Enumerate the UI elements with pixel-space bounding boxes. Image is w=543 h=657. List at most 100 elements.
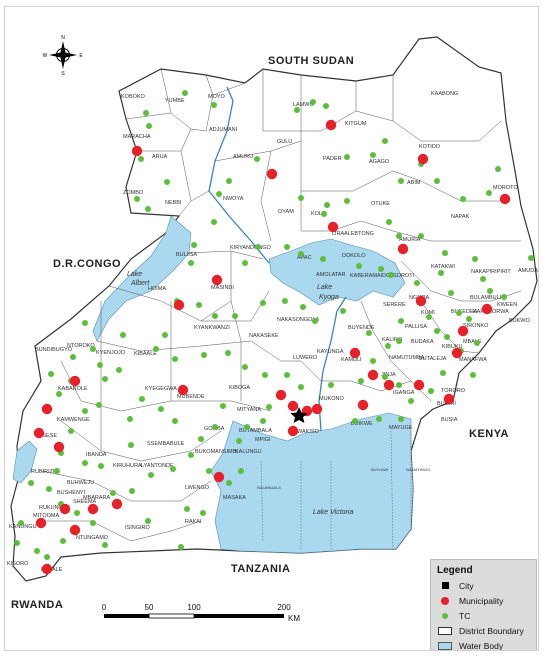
- tc-point[interactable]: [216, 191, 222, 197]
- tc-point[interactable]: [386, 219, 392, 225]
- municipality-point[interactable]: [69, 375, 81, 387]
- tc-point[interactable]: [18, 520, 24, 526]
- tc-point[interactable]: [220, 403, 226, 409]
- tc-point[interactable]: [116, 367, 122, 373]
- tc-point[interactable]: [487, 288, 493, 294]
- municipality-point[interactable]: [87, 503, 99, 515]
- tc-point[interactable]: [188, 452, 194, 458]
- tc-point[interactable]: [145, 518, 151, 524]
- tc-point[interactable]: [254, 156, 260, 162]
- tc-point[interactable]: [486, 190, 492, 196]
- tc-point[interactable]: [172, 356, 178, 362]
- tc-point[interactable]: [201, 352, 207, 358]
- municipality-point[interactable]: [173, 299, 185, 311]
- municipality-point[interactable]: [499, 193, 511, 205]
- tc-point[interactable]: [398, 178, 404, 184]
- tc-point[interactable]: [188, 260, 194, 266]
- tc-point[interactable]: [472, 256, 478, 262]
- tc-point[interactable]: [352, 418, 358, 424]
- tc-point[interactable]: [282, 298, 288, 304]
- tc-point[interactable]: [145, 206, 151, 212]
- tc-point[interactable]: [244, 424, 250, 430]
- tc-point[interactable]: [238, 468, 244, 474]
- tc-point[interactable]: [74, 510, 80, 516]
- tc-point[interactable]: [139, 396, 145, 402]
- tc-point[interactable]: [438, 270, 444, 276]
- municipality-point[interactable]: [131, 145, 143, 157]
- tc-point[interactable]: [344, 198, 350, 204]
- tc-point[interactable]: [382, 138, 388, 144]
- tc-point[interactable]: [198, 436, 204, 442]
- tc-point[interactable]: [414, 280, 420, 286]
- tc-point[interactable]: [170, 466, 176, 472]
- tc-point[interactable]: [153, 346, 159, 352]
- municipality-point[interactable]: [287, 400, 299, 412]
- tc-point[interactable]: [14, 540, 20, 546]
- municipality-point[interactable]: [415, 295, 427, 307]
- tc-point[interactable]: [528, 255, 534, 261]
- tc-point[interactable]: [460, 196, 466, 202]
- municipality-point[interactable]: [443, 393, 455, 405]
- tc-point[interactable]: [344, 154, 350, 160]
- tc-point[interactable]: [200, 510, 206, 516]
- tc-point[interactable]: [294, 107, 300, 113]
- municipality-point[interactable]: [35, 517, 47, 529]
- tc-point[interactable]: [398, 416, 404, 422]
- tc-point[interactable]: [211, 102, 217, 108]
- tc-point[interactable]: [376, 416, 382, 422]
- tc-point[interactable]: [448, 290, 454, 296]
- tc-point[interactable]: [474, 340, 480, 346]
- tc-point[interactable]: [102, 542, 108, 548]
- tc-point[interactable]: [312, 318, 318, 324]
- tc-point[interactable]: [298, 384, 304, 390]
- tc-point[interactable]: [82, 320, 88, 326]
- tc-point[interactable]: [340, 308, 346, 314]
- tc-point[interactable]: [242, 260, 248, 266]
- tc-point[interactable]: [396, 382, 402, 388]
- tc-point[interactable]: [255, 244, 261, 250]
- municipality-point[interactable]: [111, 498, 123, 510]
- tc-point[interactable]: [284, 244, 290, 250]
- tc-point[interactable]: [284, 372, 290, 378]
- tc-point[interactable]: [426, 314, 432, 320]
- tc-point[interactable]: [28, 480, 34, 486]
- tc-point[interactable]: [366, 330, 372, 336]
- tc-point[interactable]: [320, 256, 326, 262]
- tc-point[interactable]: [440, 370, 446, 376]
- tc-point[interactable]: [260, 300, 266, 306]
- municipality-point[interactable]: [417, 153, 429, 165]
- tc-point[interactable]: [226, 480, 232, 486]
- municipality-point[interactable]: [451, 347, 463, 359]
- tc-point[interactable]: [110, 490, 116, 496]
- municipality-point[interactable]: [266, 168, 278, 180]
- tc-point[interactable]: [162, 332, 168, 338]
- municipality-point[interactable]: [69, 524, 81, 536]
- tc-point[interactable]: [396, 338, 402, 344]
- tc-point[interactable]: [127, 416, 133, 422]
- tc-point[interactable]: [232, 313, 238, 319]
- tc-point[interactable]: [321, 211, 327, 217]
- tc-point[interactable]: [356, 263, 362, 269]
- tc-point[interactable]: [398, 318, 404, 324]
- tc-point[interactable]: [328, 382, 334, 388]
- tc-point[interactable]: [164, 179, 170, 185]
- tc-point[interactable]: [191, 242, 197, 248]
- municipality-point[interactable]: [325, 119, 337, 131]
- tc-point[interactable]: [495, 166, 501, 172]
- tc-point[interactable]: [82, 460, 88, 466]
- tc-point[interactable]: [184, 506, 190, 512]
- tc-point[interactable]: [128, 442, 134, 448]
- tc-point[interactable]: [225, 350, 231, 356]
- tc-point[interactable]: [90, 520, 96, 526]
- tc-point[interactable]: [120, 332, 126, 338]
- tc-point[interactable]: [212, 424, 218, 430]
- tc-point[interactable]: [260, 418, 266, 424]
- tc-point[interactable]: [68, 428, 74, 434]
- tc-point[interactable]: [442, 250, 448, 256]
- municipality-point[interactable]: [383, 379, 395, 391]
- tc-point[interactable]: [102, 376, 108, 382]
- tc-point[interactable]: [388, 272, 394, 278]
- municipality-point[interactable]: [59, 503, 71, 515]
- tc-point[interactable]: [96, 402, 102, 408]
- tc-point[interactable]: [46, 486, 52, 492]
